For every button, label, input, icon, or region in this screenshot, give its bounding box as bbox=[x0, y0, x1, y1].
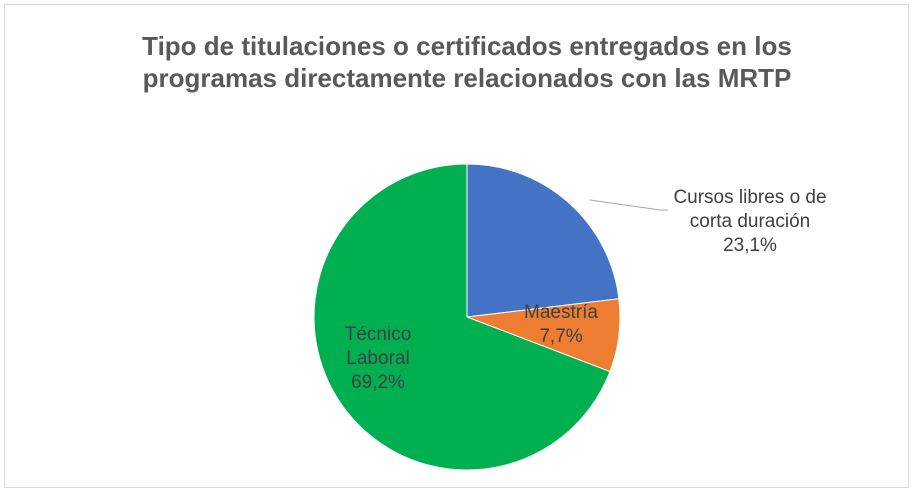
category-label: Cursos libres o de corta duración bbox=[673, 187, 827, 232]
value-label: 7,7% bbox=[539, 326, 583, 347]
pie-slice bbox=[466, 163, 620, 318]
chart-title: Tipo de titulaciones o certificados entr… bbox=[142, 31, 792, 93]
value-label: 23,1% bbox=[723, 235, 777, 256]
category-label: Maestría bbox=[524, 302, 598, 323]
value-label: 69,2% bbox=[351, 372, 405, 393]
chart-border bbox=[4, 4, 909, 488]
pie-slice bbox=[313, 163, 611, 471]
data-label: Técnico Laboral 69,2% bbox=[328, 323, 428, 395]
data-label: Maestría 7,7% bbox=[511, 301, 611, 349]
category-label: Técnico Laboral bbox=[344, 324, 412, 369]
data-label: Cursos libres o de corta duración 23,1% bbox=[665, 186, 835, 258]
leader-line bbox=[589, 199, 668, 211]
